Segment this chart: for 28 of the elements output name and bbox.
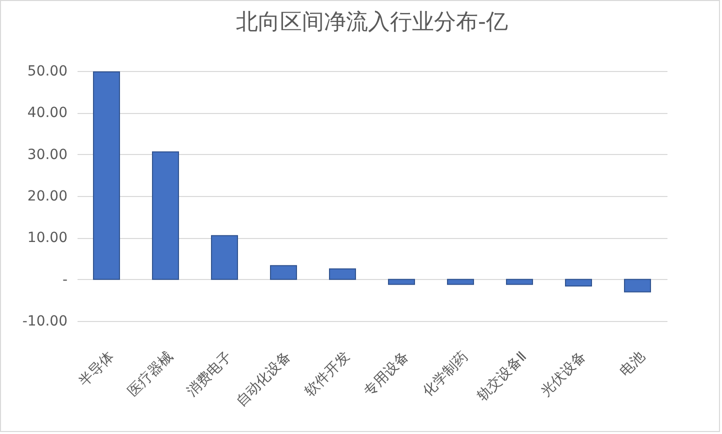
bar [506,278,533,285]
bar [93,71,120,280]
bar [388,278,415,285]
x-tick-label: 化学制药 [420,348,472,400]
x-tick-label: 半导体 [76,348,118,390]
x-tick-label: 医疗器械 [125,348,176,400]
y-tick-label: 40.00 [27,105,68,122]
bar [447,278,474,285]
bar [270,265,297,280]
bar [329,268,356,280]
y-tick-label: 20.00 [27,188,68,204]
x-tick-label: 轨交设备Ⅱ [474,348,530,405]
x-tick-label: 软件开发 [302,348,354,400]
y-tick-label: 30.00 [27,146,68,163]
x-tick-label: 光伏设备 [538,348,590,400]
y-tick-label: 50.00 [27,64,68,80]
bar [624,278,651,292]
x-tick-label: 消费电子 [184,348,236,400]
y-tick-label: - [62,272,68,288]
chart-title: 北向区间净流入行业分布-亿 [236,10,508,35]
y-tick-label: -10.00 [22,314,68,330]
bar [152,151,179,280]
y-tick-label: 10.00 [27,230,68,246]
bar [565,278,592,286]
x-tick-label: 电池 [616,348,648,380]
x-tick-label: 自动化设备 [233,348,294,410]
x-tick-label: 专用设备 [361,348,412,400]
bar [211,235,238,280]
